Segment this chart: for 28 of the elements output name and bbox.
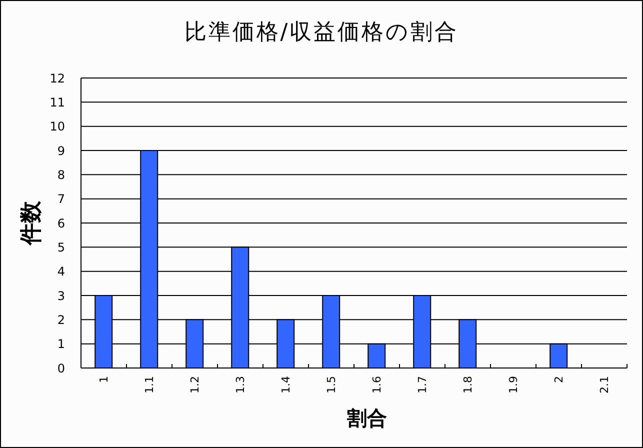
y-tick-label: 0 [57,361,65,376]
x-axis-title: 割合 [346,406,387,430]
y-tick-label: 10 [50,120,65,134]
x-tick-label: 1.2 [188,376,202,394]
y-tick-label: 4 [57,264,65,279]
x-tick-label: 2.1 [598,376,611,394]
x-tick-label: 1.3 [234,376,247,394]
y-tick-label: 11 [50,95,65,110]
y-axis-title: 件数 [18,200,44,246]
x-tick-label: 1.9 [506,376,520,394]
y-tick-label: 7 [57,192,65,206]
x-tick-label: 2 [552,376,566,383]
y-tick-label: 2 [57,312,65,327]
y-tick-label: 3 [57,288,65,303]
x-tick-label: 1.6 [370,376,384,394]
x-tick-label: 1.1 [142,376,156,394]
y-tick-label: 6 [57,216,65,230]
x-tick-label: 1.5 [324,376,338,394]
y-tick-label: 1 [57,337,65,352]
x-tick-label: 1.4 [279,376,292,394]
x-tick-label: 1.8 [461,376,474,394]
y-tick-label: 12 [50,71,65,86]
chart-title: 比準価格/収益価格の割合 [183,20,460,46]
y-tick-label: 8 [57,168,65,182]
y-tick-label: 9 [57,144,65,158]
x-tick-label: 1 [97,376,110,383]
y-tick-label: 5 [57,240,65,254]
x-tick-label: 1.7 [416,376,429,394]
